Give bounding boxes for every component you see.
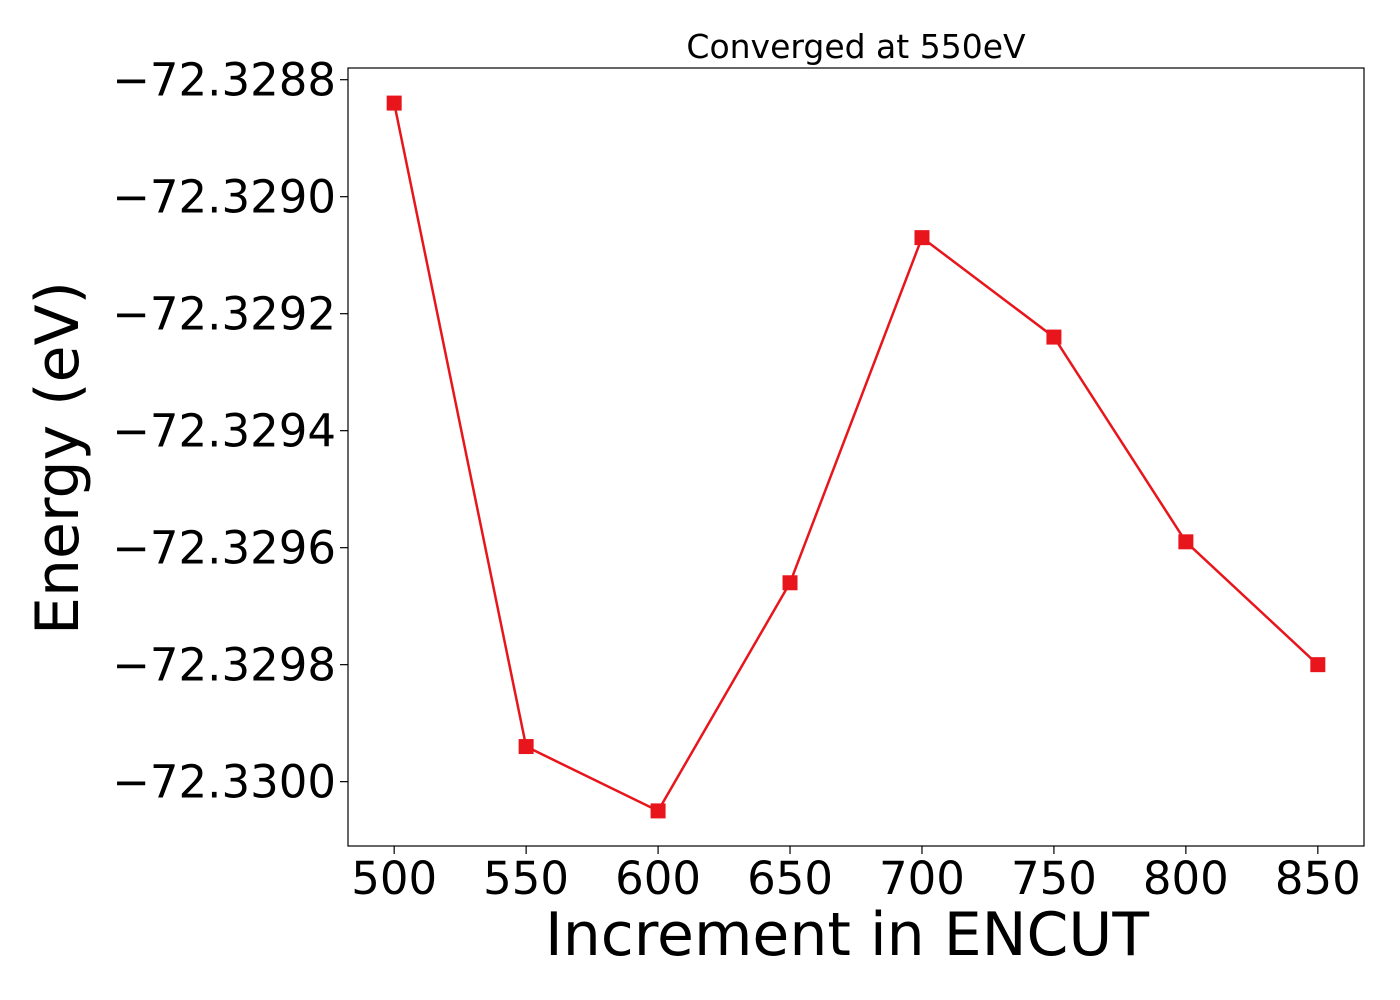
x-tick-label-850: 850 (1275, 852, 1361, 905)
y-tick-label-0: −72.3288 (112, 54, 336, 107)
data-point-800 (1178, 534, 1194, 550)
x-tick-label-800: 800 (1143, 852, 1229, 905)
chart-title: Converged at 550eV (686, 27, 1026, 66)
y-tick-label-2: −72.3292 (112, 288, 336, 341)
data-point-700 (914, 230, 930, 246)
y-axis-title: Energy (eV) (23, 281, 93, 635)
y-tick-label-5: −72.3298 (112, 639, 336, 692)
data-point-500 (386, 95, 402, 111)
data-point-650 (782, 575, 798, 591)
x-tick-label-500: 500 (351, 852, 437, 905)
plot-area: 500 550 600 650 700 750 800 850 −72.3288 −72.3290… (112, 54, 1365, 905)
x-tick-label-600: 600 (615, 852, 701, 905)
y-tick-label-6: −72.3300 (112, 756, 336, 809)
data-point-850 (1310, 657, 1326, 673)
x-tick-label-650: 650 (747, 852, 833, 905)
plot-frame (347, 67, 1365, 847)
y-tick-label-3: −72.3294 (112, 405, 336, 458)
x-tick-label-750: 750 (1011, 852, 1097, 905)
data-point-600 (650, 803, 666, 819)
y-tick-label-4: −72.3296 (112, 522, 336, 575)
x-tick-label-700: 700 (879, 852, 965, 905)
data-point-550 (518, 739, 534, 755)
series-line-0 (392, 102, 1319, 813)
data-point-750 (1046, 329, 1062, 345)
x-axis-title: Increment in ENCUT (545, 900, 1149, 970)
y-tick-label-1: −72.3290 (112, 171, 336, 224)
x-tick-label-550: 550 (483, 852, 569, 905)
